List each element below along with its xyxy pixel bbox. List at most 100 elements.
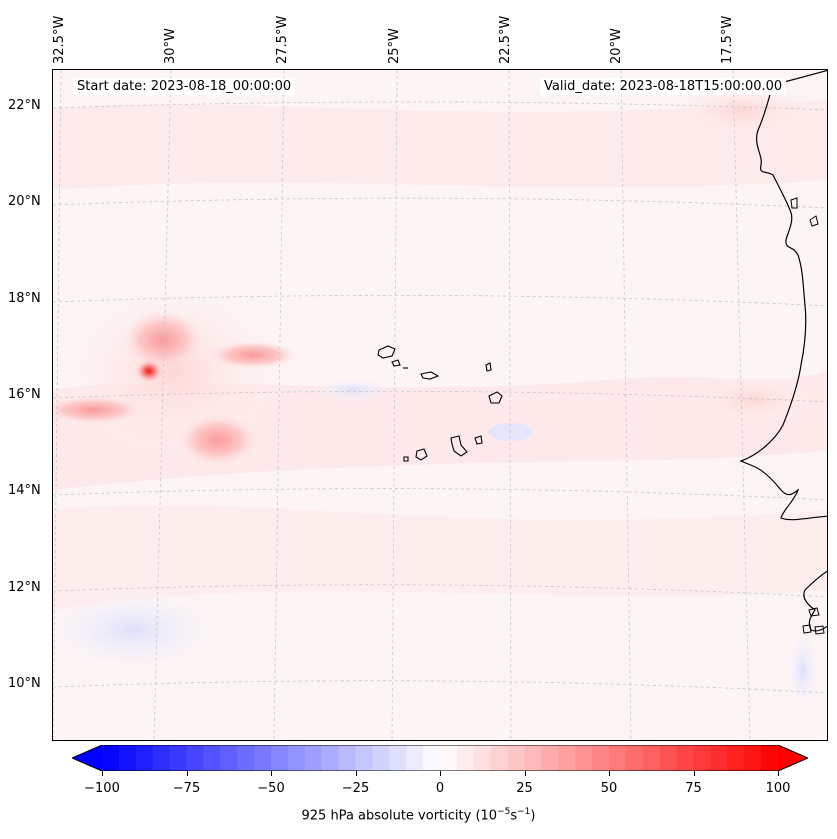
island-maio bbox=[474, 435, 483, 445]
coastline-africa bbox=[739, 70, 827, 521]
colorbar-cell bbox=[372, 745, 390, 771]
colorbar-cell bbox=[676, 745, 694, 771]
colorbar-cell bbox=[710, 745, 728, 771]
colorbar-tick-mark bbox=[440, 771, 441, 776]
colorbar-cell bbox=[152, 745, 171, 771]
colorbar-cell bbox=[118, 745, 137, 771]
colorbar-tick-mark bbox=[693, 771, 695, 776]
colorbar-extend-high bbox=[778, 745, 808, 771]
grid-lat-10 bbox=[53, 680, 827, 694]
colorbar-cells bbox=[72, 745, 808, 771]
grid-lat-12 bbox=[53, 584, 827, 598]
colorbar-cell bbox=[169, 745, 187, 771]
lon-label-text: 30°W bbox=[163, 28, 178, 64]
colorbar-tick-label: 75 bbox=[685, 781, 702, 796]
bijagos-island-1 bbox=[808, 607, 820, 617]
colorbar-cell bbox=[102, 745, 120, 771]
colorbar-tick-label: −25 bbox=[341, 781, 370, 796]
field-blue-patch-2 bbox=[313, 378, 393, 402]
grid-lon-30 bbox=[153, 70, 172, 740]
colorbar-cell bbox=[490, 745, 509, 771]
lon-label-text: 27.5°W bbox=[275, 15, 290, 64]
lon-label: 30°W bbox=[163, 2, 178, 64]
lat-label: 14°N bbox=[8, 483, 41, 498]
bijagos-island-2 bbox=[802, 624, 812, 634]
colorbar-cell bbox=[287, 745, 306, 771]
lon-label-text: 32.5°W bbox=[52, 15, 67, 64]
colorbar-label-exp2: −1 bbox=[517, 807, 531, 817]
colorbar-cell bbox=[744, 745, 762, 771]
grid-lat-20 bbox=[53, 197, 827, 209]
colorbar-cell bbox=[338, 745, 356, 771]
grid-lon-25 bbox=[391, 70, 398, 740]
graticule bbox=[53, 70, 827, 740]
bijagos-island-5 bbox=[790, 197, 798, 209]
lat-label: 16°N bbox=[8, 387, 41, 402]
vorticity-blob-south bbox=[178, 414, 258, 466]
colorbar-cell bbox=[321, 745, 340, 771]
field-band-north bbox=[53, 100, 827, 190]
colorbar-cell bbox=[558, 745, 576, 771]
colorbar-cell bbox=[609, 745, 627, 771]
lon-label: 22.5°W bbox=[498, 2, 513, 64]
map-panel[interactable] bbox=[52, 69, 828, 741]
colorbar-cell bbox=[642, 745, 661, 771]
colorbar-cell bbox=[592, 745, 610, 771]
colorbar-cell bbox=[135, 745, 154, 771]
colorbar-label: 925 hPa absolute vorticity (10−5s−1) bbox=[0, 807, 837, 823]
coastline-guinea-bissau bbox=[803, 570, 827, 632]
grid-lat-22 bbox=[53, 101, 827, 111]
colorbar-tick-mark bbox=[186, 771, 188, 776]
island-boa-vista bbox=[488, 391, 503, 404]
colorbar-tick-mark bbox=[271, 771, 272, 776]
colorbar-cell bbox=[389, 745, 407, 771]
vorticity-max bbox=[135, 359, 163, 383]
colorbar-cell bbox=[203, 745, 221, 771]
lon-label: 32.5°W bbox=[52, 2, 67, 64]
colorbar-cell bbox=[541, 745, 559, 771]
colorbar-cell bbox=[575, 745, 593, 771]
colorbar-tick-mark bbox=[778, 771, 779, 776]
lat-label: 20°N bbox=[8, 194, 41, 209]
colorbar-cell bbox=[355, 745, 373, 771]
colorbar-label-suffix: ) bbox=[530, 808, 536, 824]
start-date-label: Start date: 2023-08-18_00:00:00 bbox=[73, 78, 296, 95]
field-band-south bbox=[53, 505, 827, 610]
colorbar-cell bbox=[271, 745, 289, 771]
colorbar-label-exp1: −5 bbox=[497, 807, 511, 817]
grid-lat-14 bbox=[53, 488, 827, 501]
grid-lon-32-5 bbox=[53, 70, 62, 740]
lat-label: 10°N bbox=[8, 676, 41, 691]
colorbar-tick-label: −75 bbox=[172, 781, 201, 796]
field-blue-patch-4 bbox=[788, 630, 818, 710]
vorticity-map bbox=[53, 70, 827, 740]
colorbar-tick-mark bbox=[524, 771, 526, 776]
colorbar-tick-label: 0 bbox=[435, 781, 445, 796]
colorbar-tick-mark bbox=[102, 771, 103, 776]
island-santo-antao bbox=[377, 345, 396, 359]
lat-label: 12°N bbox=[8, 580, 41, 595]
island-santiago bbox=[450, 435, 468, 457]
colorbar-tick-label: 100 bbox=[765, 781, 791, 796]
grid-lon-17-5 bbox=[732, 70, 751, 740]
valid-date-label: Valid_date: 2023-08-18T15:00:00.00 bbox=[540, 78, 787, 95]
cape-verde-islands bbox=[377, 345, 503, 462]
colorbar-tick-label: 25 bbox=[516, 781, 533, 796]
vorticity-ridge bbox=[123, 310, 203, 370]
island-fogo bbox=[415, 448, 428, 461]
colorbar-cell bbox=[423, 745, 441, 771]
colorbar-cell bbox=[693, 745, 711, 771]
vorticity-blob-ne bbox=[663, 80, 823, 140]
colorbar-label-mid: s bbox=[510, 808, 518, 824]
lat-label: 18°N bbox=[8, 291, 41, 306]
colorbar-tick-mark bbox=[355, 771, 357, 776]
lon-label-text: 25°W bbox=[387, 28, 402, 64]
grid-lon-22-5 bbox=[508, 70, 512, 740]
colorbar-extend-low bbox=[72, 745, 102, 771]
bijagos-island-3 bbox=[814, 625, 825, 635]
field-blue-patch bbox=[53, 590, 223, 670]
field-blue-patch-3 bbox=[489, 423, 533, 441]
colorbar-cell bbox=[761, 745, 779, 771]
lon-label-text: 17.5°W bbox=[720, 15, 735, 64]
vorticity-blob-arm bbox=[208, 341, 298, 369]
